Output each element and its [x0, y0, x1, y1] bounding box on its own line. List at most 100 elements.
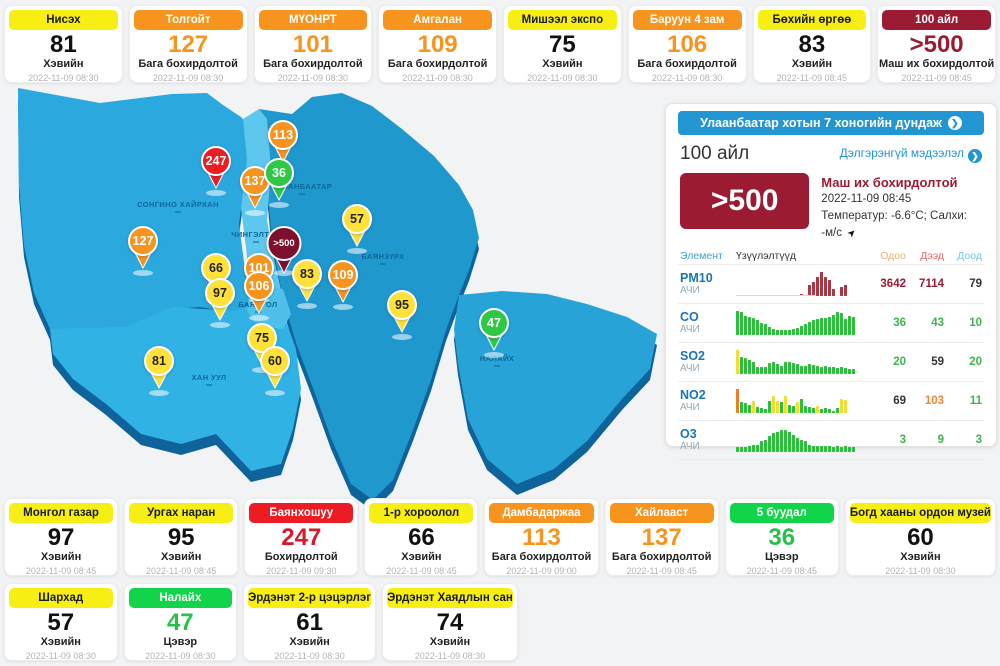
pollutant-sub: АЧИ	[680, 285, 700, 296]
station-card[interactable]: Нисэх 81 Хэвийн 2022-11-09 08:30	[4, 5, 123, 83]
station-card[interactable]: Баянхошуу 247 Бохирдолтой 2022-11-09 09:30	[244, 498, 359, 576]
station-card[interactable]: 5 буудал 36 Цэвэр 2022-11-09 08:45	[724, 498, 839, 576]
pin-tail	[136, 253, 150, 267]
pin-value: 106	[244, 271, 274, 301]
station-card[interactable]: 1-р хороолол 66 Хэвийн 2022-11-09 08:45	[364, 498, 479, 576]
pollutant-value-now: 3	[899, 434, 906, 446]
station-card-value: 137	[641, 524, 682, 551]
station-card[interactable]: Дамбадаржаа 113 Бага бохирдолтой 2022-11-09…	[484, 498, 599, 576]
map-pin[interactable]: 106	[241, 271, 277, 327]
station-card-title: Нисэх	[9, 10, 118, 30]
map-pin[interactable]: 83	[289, 259, 325, 315]
pollutant-values: 69 103 11	[868, 395, 982, 407]
station-card-title: Баруун 4 зам	[632, 10, 742, 30]
map-pin[interactable]: 113	[265, 120, 301, 176]
pollutant-value-now: 36	[893, 317, 906, 329]
map-pin[interactable]: 57	[339, 204, 375, 260]
map-pin[interactable]: 81	[141, 346, 177, 402]
pin-shadow	[210, 322, 230, 328]
top-cards-row: Нисэх 81 Хэвийн 2022-11-09 08:30 Толгойт 127 Б…	[4, 5, 996, 83]
station-card[interactable]: Амгалан 109 Бага бохирдолтой 2022-11-09 08:…	[378, 5, 497, 83]
panel-title-bar[interactable]: Улаанбаатар хотын 7 хоногийн дундаж ❯	[678, 111, 984, 135]
sparkline-bar	[752, 401, 755, 413]
station-card[interactable]: МҮОНРТ 101 Бага бохирдолтой 2022-11-09 08:3…	[253, 5, 373, 83]
sparkline-bar	[820, 367, 823, 374]
sparkline-bar	[816, 406, 819, 413]
station-card-status: Цэвэр	[163, 636, 198, 648]
sparkline-bar	[784, 330, 787, 335]
sparkline-bar	[744, 403, 747, 413]
map-pin[interactable]: 247	[198, 146, 234, 202]
station-card[interactable]: Налайх 47 Цэвэр 2022-11-09 08:30	[123, 583, 238, 661]
map-pin[interactable]: 36	[261, 158, 297, 214]
station-card[interactable]: 100 айл >500 Маш их бохирдолтой 2022-11-09 …	[877, 5, 996, 83]
station-card-status: Хэвийн	[43, 58, 84, 70]
station-card[interactable]: Монгол газар 97 Хэвийн 2022-11-09 08:45	[4, 498, 119, 576]
map-pin[interactable]: 47	[476, 308, 512, 364]
pollutant-value-max: 103	[924, 395, 944, 407]
sparkline-bar	[752, 445, 755, 452]
aqi-value-badge: >500	[680, 173, 810, 229]
map-pin[interactable]: 109	[325, 260, 361, 316]
map-pin[interactable]: 97	[202, 278, 238, 334]
station-card-title: Амгалан	[383, 10, 492, 30]
pin-shadow	[149, 390, 169, 396]
sparkline-bar	[844, 368, 847, 374]
sparkline-bar	[844, 400, 847, 413]
station-card[interactable]: Мишээл экспо 75 Хэвийн 2022-11-09 08:30	[503, 5, 622, 83]
station-card[interactable]: Эрдэнэт 2-р цэцэрлэг 61 Хэвийн 2022-11-09 0…	[243, 583, 377, 661]
sparkline-bar	[780, 366, 783, 374]
map-pin[interactable]: >500	[266, 226, 302, 282]
sparkline-bar	[828, 409, 831, 413]
station-card[interactable]: Богд хааны ордон музей 60 Хэвийн 2022-11-09…	[844, 498, 996, 576]
sparkline-bar	[776, 364, 779, 374]
pin-value: 47	[479, 308, 509, 338]
station-card-value: 60	[907, 524, 934, 551]
sparkline-bar	[740, 357, 743, 374]
pin-tail	[350, 231, 364, 245]
map-pin[interactable]: 127	[125, 226, 161, 282]
map-pin[interactable]: 95	[384, 290, 420, 346]
sparkline-bar	[820, 272, 823, 296]
station-card[interactable]: Толгойт 127 Бага бохирдолтой 2022-11-09 08:…	[128, 5, 248, 83]
sparkline-bar	[816, 277, 819, 296]
station-card-title: Эрдэнэт 2-р цэцэрлэг	[248, 588, 372, 608]
sparkline-bar	[812, 365, 815, 374]
station-card-date: 2022-11-09 08:45	[746, 566, 817, 576]
sparkline-bar	[736, 447, 739, 452]
station-card-status: Хэвийн	[40, 551, 82, 563]
station-card[interactable]: Ургах наран 95 Хэвийн 2022-11-09 08:45	[124, 498, 239, 576]
sparkline-bar	[836, 295, 839, 296]
pin-value: 113	[268, 120, 298, 150]
sparkline-bar	[812, 282, 815, 296]
station-card-value: 97	[47, 524, 75, 551]
station-card-title: 5 буудал	[729, 503, 834, 523]
sparkline-bar	[828, 446, 831, 452]
station-card[interactable]: Шархад 57 Хэвийн 2022-11-09 08:30	[4, 583, 118, 661]
station-card[interactable]: Бөхийн өргөө 83 Хэвийн 2022-11-09 08:45	[752, 5, 872, 83]
map-pin[interactable]: 60	[257, 346, 293, 402]
station-card-value: >500	[909, 31, 964, 58]
station-card[interactable]: Хайлааст 137 Бага бохирдолтой 2022-11-09 08…	[604, 498, 719, 576]
table-header: Элемент Үзүүлэлтүүд Одоо Дээд Доод	[680, 250, 982, 262]
pollutant-value-max: 9	[937, 434, 944, 446]
sparkline-bar	[740, 295, 743, 296]
chevron-right-circle-icon: ❯	[947, 116, 962, 130]
details-link[interactable]: Дэлгэрэнгүй мэдээлэл ❯	[840, 146, 982, 163]
sparkline-bar	[836, 446, 839, 452]
station-card[interactable]: Баруун 4 зам 106 Бага бохирдолтой 2022-11-0…	[627, 5, 747, 83]
station-card-value: 95	[167, 524, 195, 551]
station-card-status: Бага бохирдолтой	[263, 58, 363, 70]
sparkline-bar	[768, 401, 771, 413]
sparkline-bar	[816, 366, 819, 374]
sparkline-bar	[776, 330, 779, 335]
weather-line: Температур: -6.6°C; Салхи: -м/с ➤	[821, 208, 982, 242]
station-card-value: 113	[522, 524, 561, 551]
station-card[interactable]: Эрдэнэт Хаядлын сан 74 Хэвийн 2022-11-09 08…	[382, 583, 518, 661]
station-card-date: 2022-11-09 08:45	[25, 566, 97, 576]
sparkline-bar	[764, 324, 767, 335]
pollutant-value-min: 10	[969, 317, 982, 329]
pollutant-values: 36 43 10	[868, 317, 982, 329]
sparkline-bar	[764, 409, 767, 413]
pollutant-value-max: 7114	[919, 278, 944, 290]
